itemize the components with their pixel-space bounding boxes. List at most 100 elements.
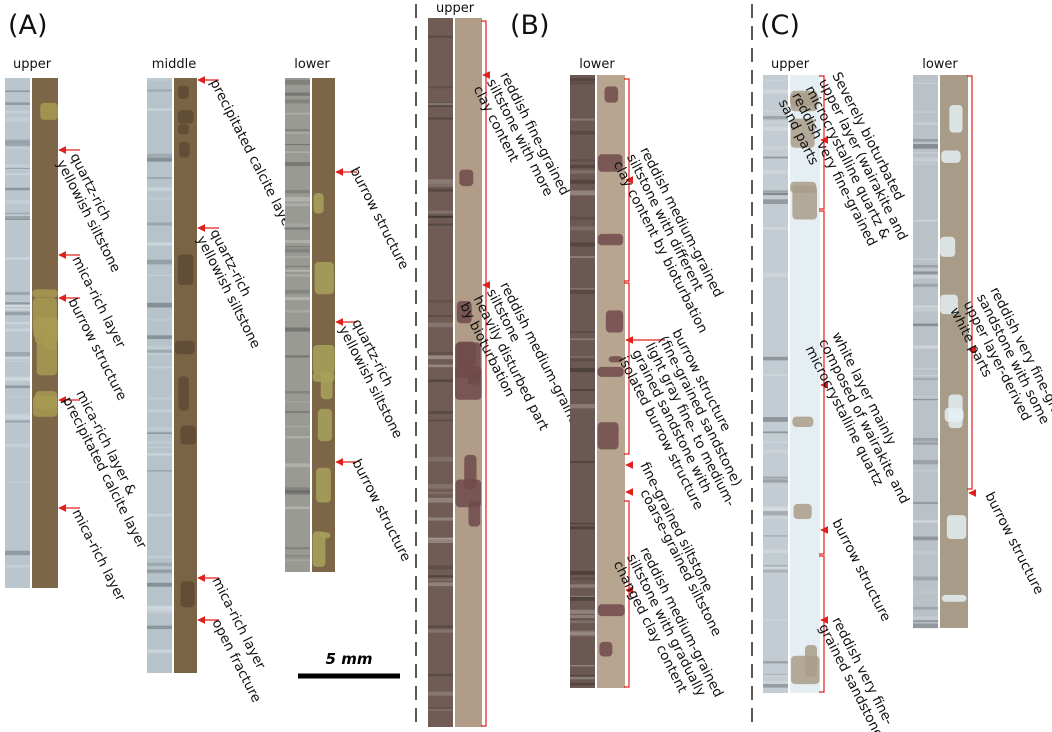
core-texture — [285, 555, 310, 560]
core-texture — [570, 118, 595, 121]
core-texture — [285, 223, 310, 229]
core-texture — [570, 676, 595, 680]
core-texture — [763, 486, 788, 488]
core-texture — [285, 226, 310, 230]
interpretation-patch — [792, 185, 818, 220]
core-texture — [913, 536, 938, 541]
interpretation-patch — [464, 454, 477, 490]
core-texture — [428, 379, 453, 383]
core-photo — [913, 75, 938, 628]
interpretation-patch — [941, 150, 961, 163]
interpretation-patch — [312, 531, 326, 567]
core-texture — [763, 199, 788, 205]
interpretation-patch — [316, 467, 331, 503]
core-texture — [570, 682, 595, 686]
bracket — [624, 500, 630, 688]
annotation-line: mica-rich layer — [68, 507, 128, 605]
core-texture — [285, 151, 310, 154]
core-texture — [147, 345, 172, 351]
core-texture — [570, 179, 595, 184]
interpretation-patch — [317, 408, 332, 442]
core-texture — [570, 618, 595, 620]
interpretation-patch — [177, 254, 194, 286]
column-label: upper — [13, 57, 52, 72]
core-texture — [913, 591, 938, 593]
core-texture — [428, 484, 453, 489]
core-texture — [285, 355, 310, 358]
annotation-line: burrow structure — [348, 457, 413, 565]
core-texture — [913, 144, 938, 149]
core-texture — [763, 479, 788, 483]
core-texture — [428, 582, 453, 587]
core-texture — [285, 487, 310, 493]
core-texture — [763, 417, 788, 422]
core-texture — [5, 302, 30, 305]
core-texture — [763, 374, 788, 376]
core-texture — [5, 308, 30, 313]
core-texture — [147, 605, 172, 611]
core-texture — [763, 148, 788, 151]
core-texture — [428, 216, 453, 218]
core-texture — [913, 111, 938, 113]
core-texture — [570, 522, 595, 525]
core-texture — [428, 35, 453, 38]
core-texture — [913, 550, 938, 555]
core-texture — [147, 397, 172, 400]
core-texture — [5, 565, 30, 568]
core-texture — [570, 675, 595, 678]
core-texture — [147, 259, 172, 265]
core-texture — [763, 510, 788, 516]
core-texture — [763, 449, 788, 454]
column-label: lower — [579, 57, 615, 72]
core-texture — [147, 625, 172, 630]
core-texture — [285, 239, 310, 243]
core-texture — [5, 321, 30, 325]
core-texture — [285, 547, 310, 549]
core-texture — [147, 562, 172, 567]
core-texture — [285, 129, 310, 132]
panel-label: (C) — [760, 10, 800, 41]
core-texture — [5, 376, 30, 380]
core-texture — [428, 492, 453, 494]
annotation: reddish very fine-grained sandstone — [815, 615, 900, 732]
core-texture — [285, 426, 310, 428]
interpretation-patch — [793, 503, 812, 520]
core-texture — [570, 664, 595, 667]
annotation-line: burrow structure — [828, 517, 893, 625]
core-texture — [428, 457, 453, 459]
core-texture — [763, 619, 788, 621]
core-texture — [913, 273, 938, 279]
core-texture — [570, 216, 595, 220]
annotation: mica-rich layer — [68, 507, 128, 605]
core-texture — [570, 609, 595, 615]
core-texture — [763, 110, 788, 113]
core-texture — [285, 79, 310, 85]
core-texture — [5, 214, 30, 219]
core-texture — [5, 117, 30, 122]
interpretation-patch — [608, 356, 623, 363]
interpretation-patch — [604, 86, 619, 103]
annotation-line: burrow structure — [346, 165, 411, 273]
column-label: lower — [922, 57, 958, 72]
core-texture — [763, 506, 788, 511]
core-texture — [428, 210, 453, 216]
interpretation-patch — [941, 594, 967, 602]
core-texture — [763, 549, 788, 554]
core-texture — [570, 595, 595, 597]
core-texture — [428, 179, 453, 184]
interpretation-patch — [940, 236, 956, 257]
annotation-line: precipitated calcite layer — [59, 394, 150, 551]
core-texture — [913, 305, 938, 309]
core-texture — [570, 356, 595, 359]
core-texture — [428, 575, 453, 578]
interpretation-patch — [940, 294, 958, 315]
core-texture — [5, 301, 30, 307]
core-texture — [147, 582, 172, 587]
bracket — [481, 20, 487, 727]
core-texture — [428, 352, 453, 356]
core-texture — [285, 401, 310, 403]
interpretation-patch — [314, 262, 334, 295]
core-texture — [147, 446, 172, 449]
annotation: burrow structure — [346, 165, 411, 273]
core-texture — [428, 579, 453, 581]
